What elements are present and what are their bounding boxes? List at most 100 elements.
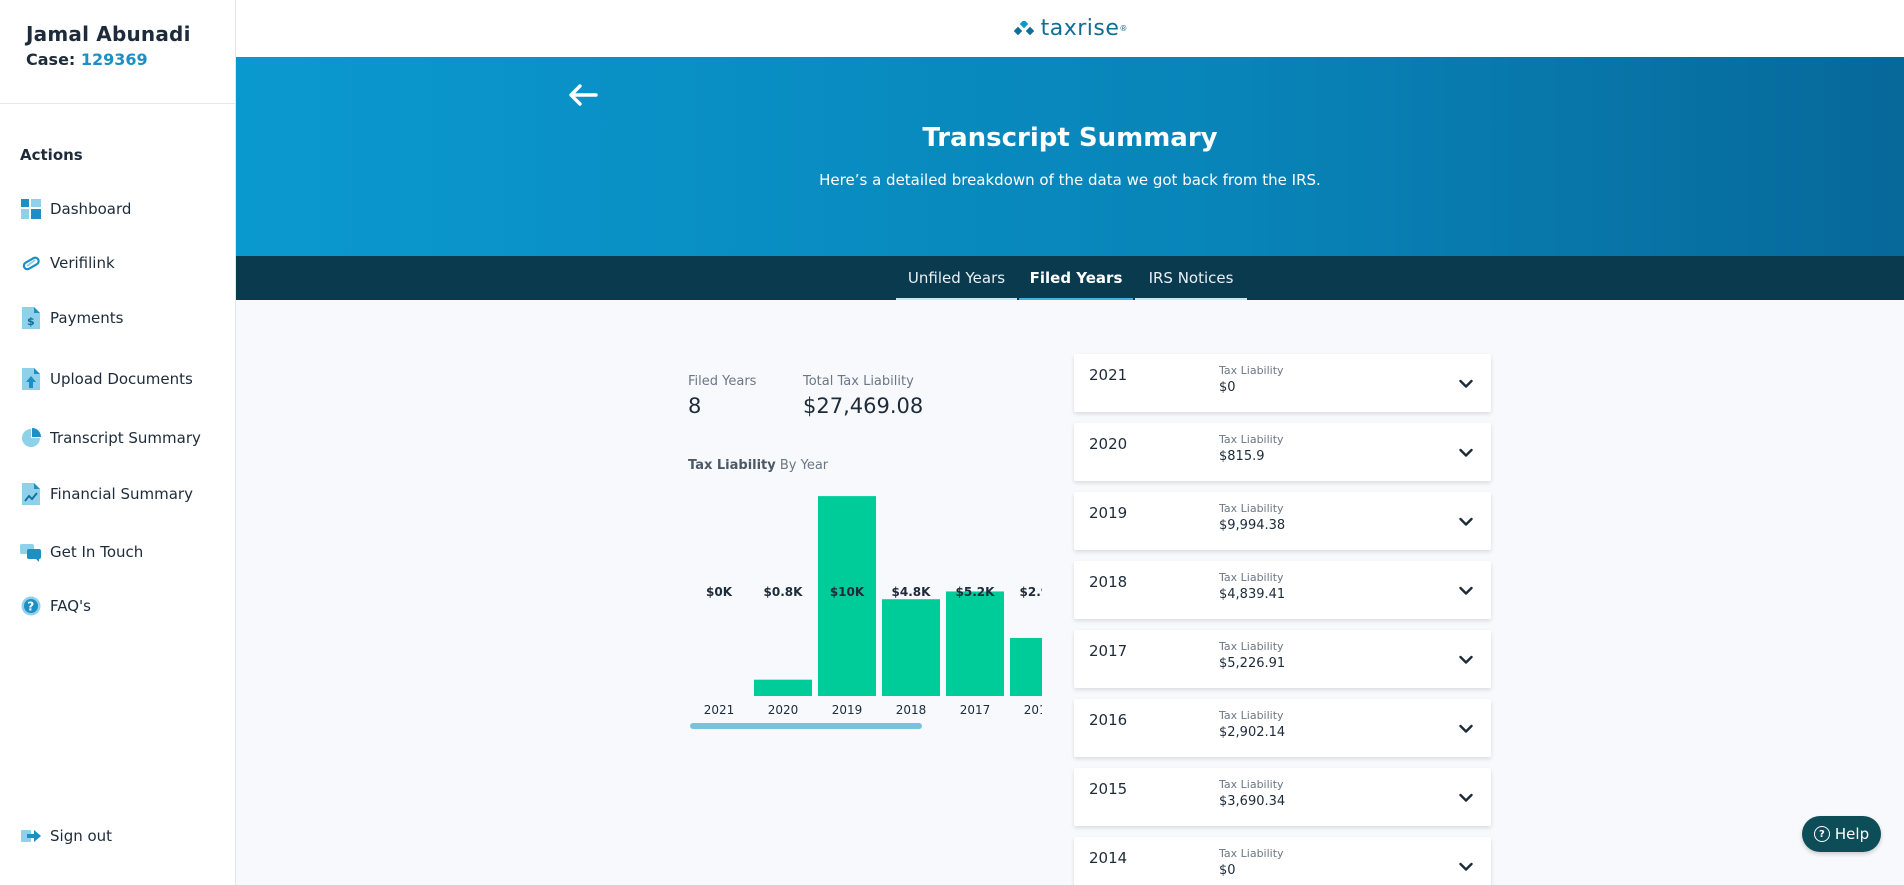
sign-out-label: Sign out [50,827,113,845]
bar-2020[interactable] [754,679,812,696]
year-card-label: Tax Liability [1219,571,1284,584]
year-card-2021[interactable]: 2021 Tax Liability $0 [1074,354,1491,412]
chevron-down-icon[interactable] [1459,512,1473,531]
sidebar-item-get-in-touch[interactable]: Get In Touch [20,541,143,563]
chevron-down-icon[interactable] [1459,719,1473,738]
year-card-value: $4,839.41 [1219,587,1286,602]
svg-text:$: $ [27,315,35,328]
tab-bar: Unfiled Years Filed Years IRS Notices [236,256,1904,300]
chevron-down-icon[interactable] [1459,788,1473,807]
year-card-year: 2021 [1089,366,1128,384]
chevron-down-icon[interactable] [1459,374,1473,393]
chat-icon [20,541,42,563]
bar-chart-svg: $0K 2021 $0.8K 2020 $10K 2019 $4.8K 2018 $5.2K 20… [704,496,1042,717]
sidebar-item-financial-summary[interactable]: Financial Summary [20,483,193,505]
case-label: Case: [26,50,76,69]
year-card-year: 2014 [1089,849,1128,867]
year-card-value: $815.9 [1219,449,1265,464]
year-card-label: Tax Liability [1219,364,1284,377]
chevron-down-icon[interactable] [1459,650,1473,669]
x-tick-label: 2016 [1024,703,1042,717]
bar-data-label: $0K [706,585,733,599]
sidebar-item-label: Transcript Summary [50,429,201,447]
help-button[interactable]: ? Help [1802,816,1881,852]
bar-data-label: $0.8K [764,585,804,599]
x-tick-label: 2017 [960,703,991,717]
case-number: 129369 [80,50,148,69]
chart-scrollbar[interactable] [688,722,1042,730]
bar-2018[interactable] [882,599,940,696]
sidebar-item-upload-documents[interactable]: Upload Documents [20,368,193,390]
year-card-year: 2020 [1089,435,1128,453]
year-card-label: Tax Liability [1219,640,1284,653]
sidebar-item-verifilink[interactable]: Verifilink [20,252,115,274]
year-card-year: 2015 [1089,780,1128,798]
year-card-label: Tax Liability [1219,847,1284,860]
dashboard-icon [20,198,42,220]
sidebar-item-transcript-summary[interactable]: Transcript Summary [20,427,201,449]
chart-title-bold: Tax Liability [688,458,776,473]
year-card-year: 2016 [1089,711,1128,729]
back-arrow-icon[interactable] [568,83,598,111]
sidebar-item-payments[interactable]: $ Payments [20,307,123,329]
chevron-down-icon[interactable] [1459,581,1473,600]
page-subtitle: Here’s a detailed breakdown of the data … [819,171,1321,189]
bar-data-label: $4.8K [892,585,932,599]
bar-2017[interactable] [946,591,1004,696]
year-card-year: 2018 [1089,573,1128,591]
user-block: Jamal Abunadi Case: 129369 [0,0,235,104]
sidebar-item-faqs[interactable]: ? FAQ's [20,595,91,617]
year-card-2018[interactable]: 2018 Tax Liability $4,839.41 [1074,561,1491,619]
trademark-mark: ® [1119,24,1128,33]
chevron-down-icon[interactable] [1459,857,1473,876]
help-icon: ? [1813,826,1830,842]
bar-data-label: $2.9K [1020,585,1042,599]
sidebar-item-dashboard[interactable]: Dashboard [20,198,131,220]
sidebar-item-label: FAQ's [50,597,91,615]
year-card-value: $9,994.38 [1219,518,1286,533]
payments-icon: $ [20,307,42,329]
filed-years-label: Filed Years [688,374,757,389]
tab-unfiled-years[interactable]: Unfiled Years [896,256,1017,300]
bar-2016[interactable] [1010,637,1042,696]
total-liability-label: Total Tax Liability [803,374,914,389]
year-card-2020[interactable]: 2020 Tax Liability $815.9 [1074,423,1491,481]
upload-icon [20,368,42,390]
year-card-value: $0 [1219,863,1236,878]
pie-chart-icon [20,427,42,449]
svg-text:?: ? [27,600,34,614]
question-icon: ? [20,595,42,617]
year-card-label: Tax Liability [1219,709,1284,722]
tab-underline [1135,298,1247,300]
sign-out-button[interactable]: Sign out [20,825,112,847]
year-card-label: Tax Liability [1219,778,1284,791]
hero-banner: Transcript Summary Here’s a detailed bre… [236,57,1904,256]
tax-liability-chart[interactable]: $0K 2021 $0.8K 2020 $10K 2019 $4.8K 2018 $5.2K 20… [688,482,1042,732]
year-card-year: 2019 [1089,504,1128,522]
sidebar-item-label: Financial Summary [50,485,193,503]
taxrise-logo[interactable]: taxrise ® [1013,16,1128,41]
actions-title: Actions [20,146,83,164]
link-icon [20,252,42,274]
tab-filed-years[interactable]: Filed Years [1019,256,1133,300]
sidebar-item-label: Get In Touch [50,543,144,561]
year-card-2015[interactable]: 2015 Tax Liability $3,690.34 [1074,768,1491,826]
chart-scrollbar-thumb[interactable] [690,723,922,729]
year-card-2016[interactable]: 2016 Tax Liability $2,902.14 [1074,699,1491,757]
year-card-2019[interactable]: 2019 Tax Liability $9,994.38 [1074,492,1491,550]
year-card-2017[interactable]: 2017 Tax Liability $5,226.91 [1074,630,1491,688]
tab-label: Filed Years [1029,269,1123,287]
year-card-2014[interactable]: 2014 Tax Liability $0 [1074,837,1491,885]
year-card-label: Tax Liability [1219,502,1284,515]
tab-label: Unfiled Years [907,269,1006,287]
tab-label: IRS Notices [1148,269,1234,287]
logo-mark-icon [1013,20,1034,35]
bar-2019[interactable] [818,496,876,696]
chevron-down-icon[interactable] [1459,443,1473,462]
logo-text: taxrise [1040,16,1120,41]
year-card-value: $3,690.34 [1219,794,1286,809]
filed-years-value: 8 [688,394,702,418]
chart-title-rest: By Year [775,458,829,473]
tab-irs-notices[interactable]: IRS Notices [1135,256,1247,300]
financial-icon [20,483,42,505]
